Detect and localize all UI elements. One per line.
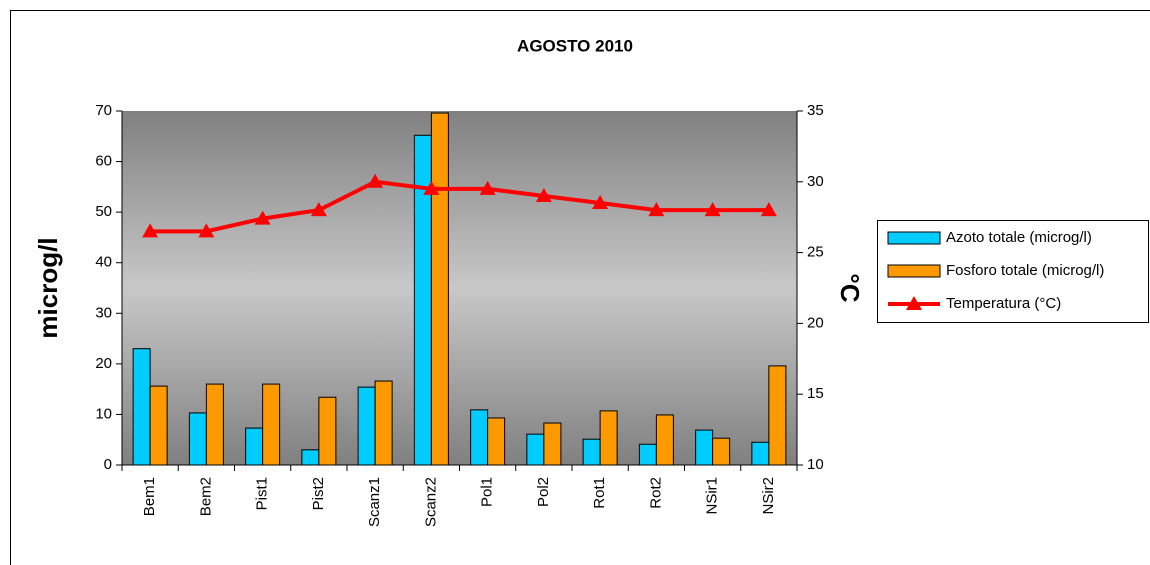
- marker: [592, 195, 609, 210]
- bar: [245, 427, 264, 466]
- marker: [479, 180, 496, 195]
- bar: [526, 433, 545, 466]
- legend-label: Fosforo totale (microg/l): [946, 262, 1104, 279]
- marker: [760, 202, 777, 217]
- y-tick-label: 10: [95, 405, 112, 422]
- y-axis-label: microg/l: [33, 237, 63, 338]
- y-tick-label: 50: [95, 203, 112, 220]
- line: [150, 179, 769, 234]
- bar: [318, 396, 337, 466]
- y2-tick-label: 10: [807, 456, 824, 473]
- bar: [413, 134, 432, 466]
- x-tick-label: Scanz1: [366, 477, 383, 527]
- x-tick-label: Bem2: [197, 477, 214, 516]
- x-tick-label: Pist1: [254, 477, 271, 510]
- y2-axis-label: °C: [835, 273, 865, 302]
- y2-tick-label: 20: [807, 314, 824, 331]
- y2-tick-label: 15: [807, 385, 824, 402]
- x-tick-label: Rot1: [591, 477, 608, 509]
- y-tick-label: 70: [95, 102, 112, 119]
- bar: [487, 417, 506, 466]
- marker: [142, 223, 159, 238]
- bar: [695, 429, 714, 466]
- chart-title: AGOSTO 2010: [517, 36, 633, 55]
- bar: [543, 422, 562, 466]
- bar: [751, 441, 770, 466]
- legend-label: Temperatura (°C): [946, 295, 1061, 312]
- marker: [310, 202, 327, 217]
- y-tick-label: 40: [95, 254, 112, 271]
- y-tick-label: 0: [104, 456, 112, 473]
- y2-tick-label: 25: [807, 244, 824, 261]
- bar: [638, 443, 657, 466]
- y-tick-label: 20: [95, 355, 112, 372]
- y-tick-label: 30: [95, 304, 112, 321]
- marker: [535, 187, 552, 202]
- marker: [367, 173, 384, 188]
- marker: [704, 202, 721, 217]
- bar: [768, 365, 787, 466]
- x-tick-label: Pol2: [535, 477, 552, 507]
- x-tick-label: Scanz2: [422, 477, 439, 527]
- x-tick-label: Pist2: [310, 477, 327, 510]
- marker: [648, 202, 665, 217]
- bar: [149, 385, 168, 466]
- y2-tick-label: 35: [807, 102, 824, 119]
- x-tick-label: NSir1: [704, 477, 721, 515]
- bar: [188, 412, 207, 466]
- bar: [599, 410, 618, 466]
- legend-marker: [906, 296, 922, 310]
- y-tick-label: 60: [95, 153, 112, 170]
- bar: [132, 348, 151, 466]
- plot-area: [122, 111, 797, 465]
- marker: [423, 180, 440, 195]
- bar: [470, 409, 489, 466]
- x-tick-label: Pol1: [479, 477, 496, 507]
- y2-tick-label: 30: [807, 173, 824, 190]
- x-tick-label: Rot2: [647, 477, 664, 509]
- bar: [582, 438, 601, 466]
- legend-swatch: [887, 264, 941, 278]
- x-tick-label: Bem1: [141, 477, 158, 516]
- x-tick-label: NSir2: [760, 477, 777, 515]
- bar: [205, 383, 224, 466]
- bar: [357, 386, 376, 466]
- bar: [712, 437, 731, 466]
- legend-swatch: [887, 231, 941, 245]
- bar: [262, 383, 281, 466]
- bar: [374, 380, 393, 466]
- marker: [254, 210, 271, 225]
- bar: [430, 112, 449, 466]
- bar: [655, 414, 674, 466]
- bar: [301, 449, 320, 466]
- legend-label: Azoto totale (microg/l): [946, 229, 1092, 246]
- marker: [198, 223, 215, 238]
